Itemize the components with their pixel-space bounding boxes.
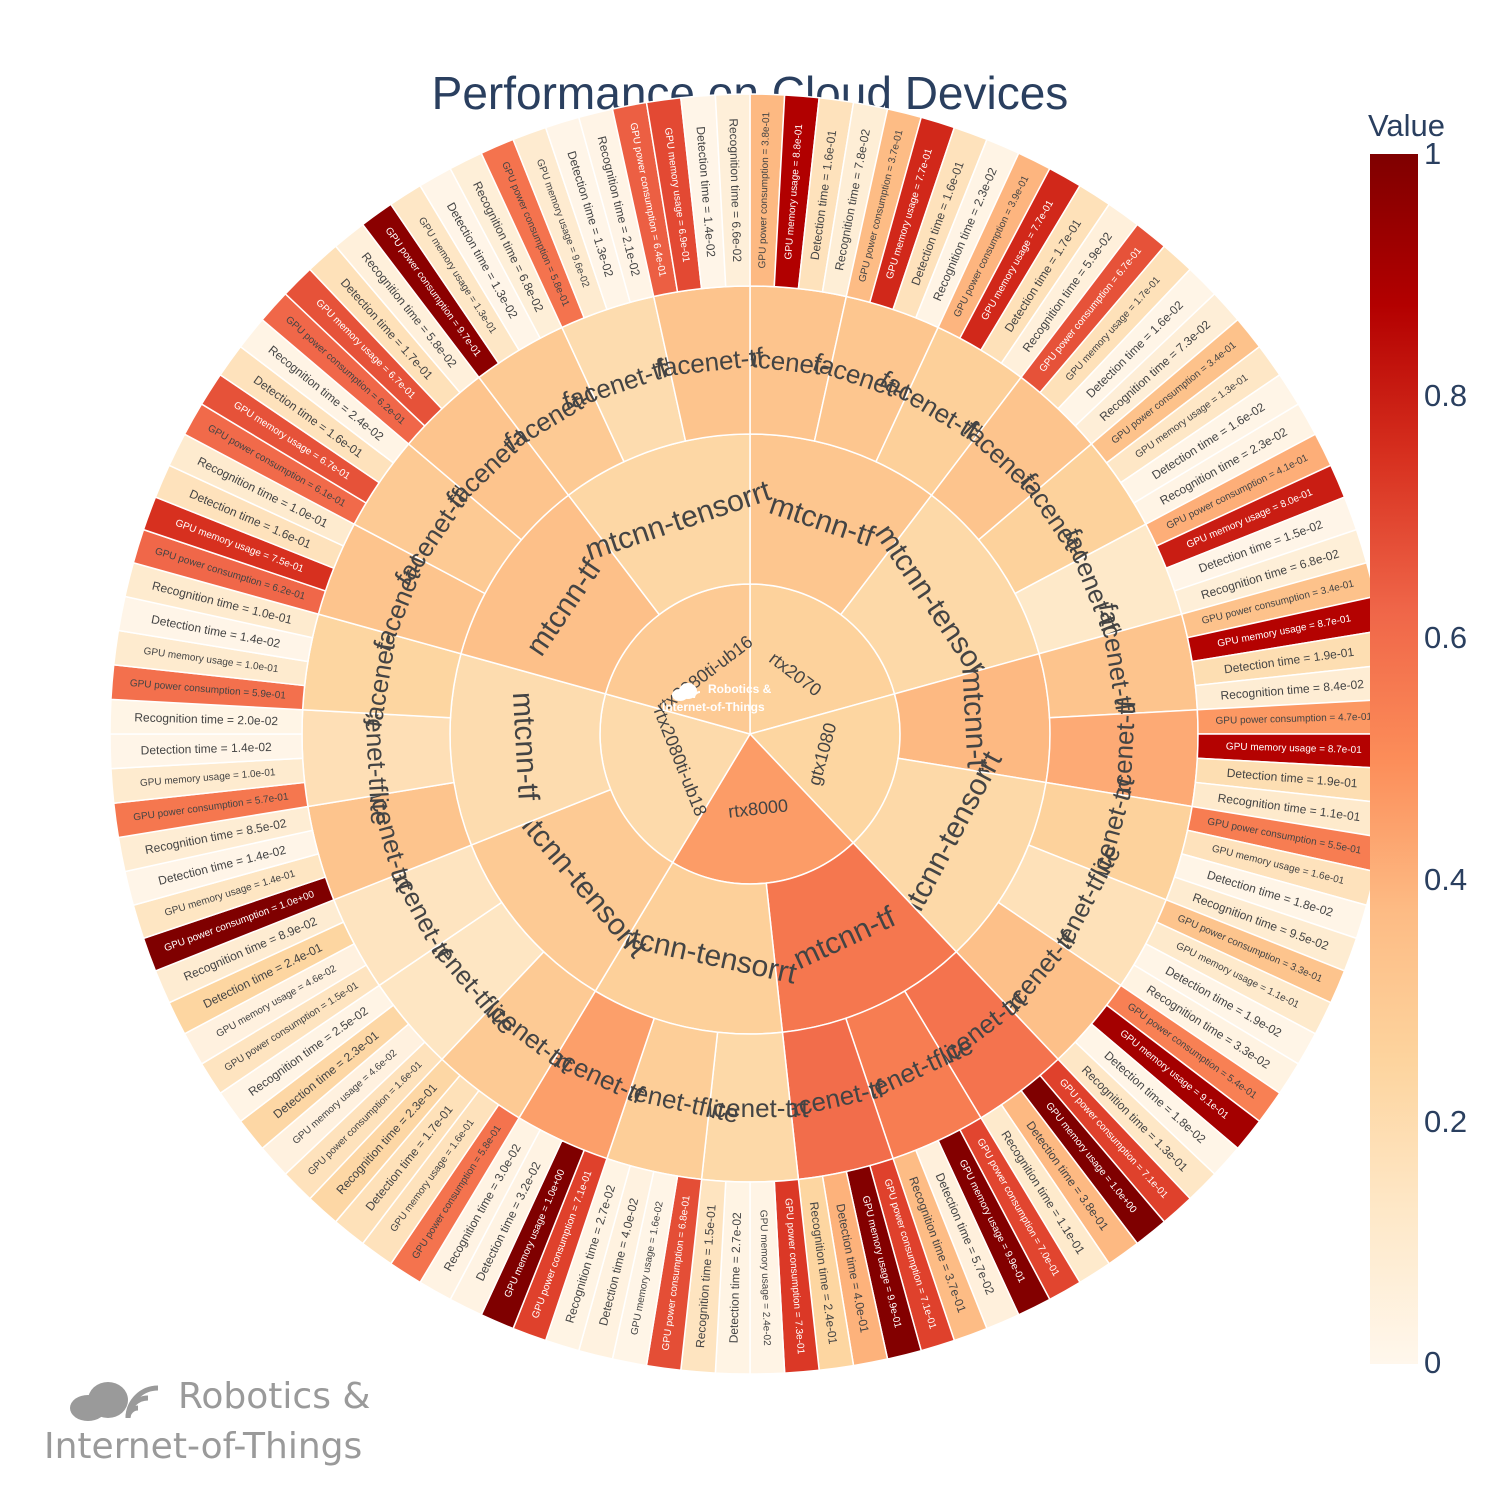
metric-label: Detection time = 1.4e-02 [140,740,272,758]
model-label: facenet-tf [1106,699,1142,810]
center-logo-line2: Internet-of-Things [662,700,765,714]
logo-line2: Internet-of-Things [44,1426,363,1467]
cloud-wifi-icon [672,683,701,701]
cloud-wifi-icon [70,1382,159,1421]
center-logo-line1: Robotics & [708,682,772,696]
colorbar-tick-2: 0.4 [1424,862,1468,897]
colorbar-tick-1: 0.2 [1424,1104,1468,1139]
metric-label: GPU power consumption = 4.7e-01 [1215,712,1372,727]
colorbar-tick-3: 0.6 [1424,620,1468,655]
watermark-logo: Robotics & Internet-of-Things [40,1372,400,1472]
metric-label: GPU power consumption = 3.8e-01 [757,111,772,268]
metric-label: Detection time = 2.7e-02 [726,1212,744,1344]
group-label: mtcnn-tf [506,691,545,802]
metric-label: GPU memory usage = 2.4e-02 [757,1210,772,1347]
metric-segment[interactable] [714,93,751,288]
group-label: mtcnn-tf [955,667,994,778]
logo-line1: Robotics & [178,1376,371,1417]
colorbar-tick-0: 0 [1424,1345,1442,1380]
colorbar [1370,154,1418,1364]
metric-label: GPU memory usage = 8.7e-01 [1226,741,1363,756]
colorbar-tick-5: 1 [1424,136,1442,171]
colorbar-title: Value [1368,108,1445,143]
metric-label: Recognition time = 6.6e-02 [726,118,744,262]
center-logo: Robotics & Internet-of-Things [660,678,790,718]
metric-label: Recognition time = 2.0e-02 [134,710,278,728]
colorbar-tick-4: 0.8 [1424,378,1468,413]
